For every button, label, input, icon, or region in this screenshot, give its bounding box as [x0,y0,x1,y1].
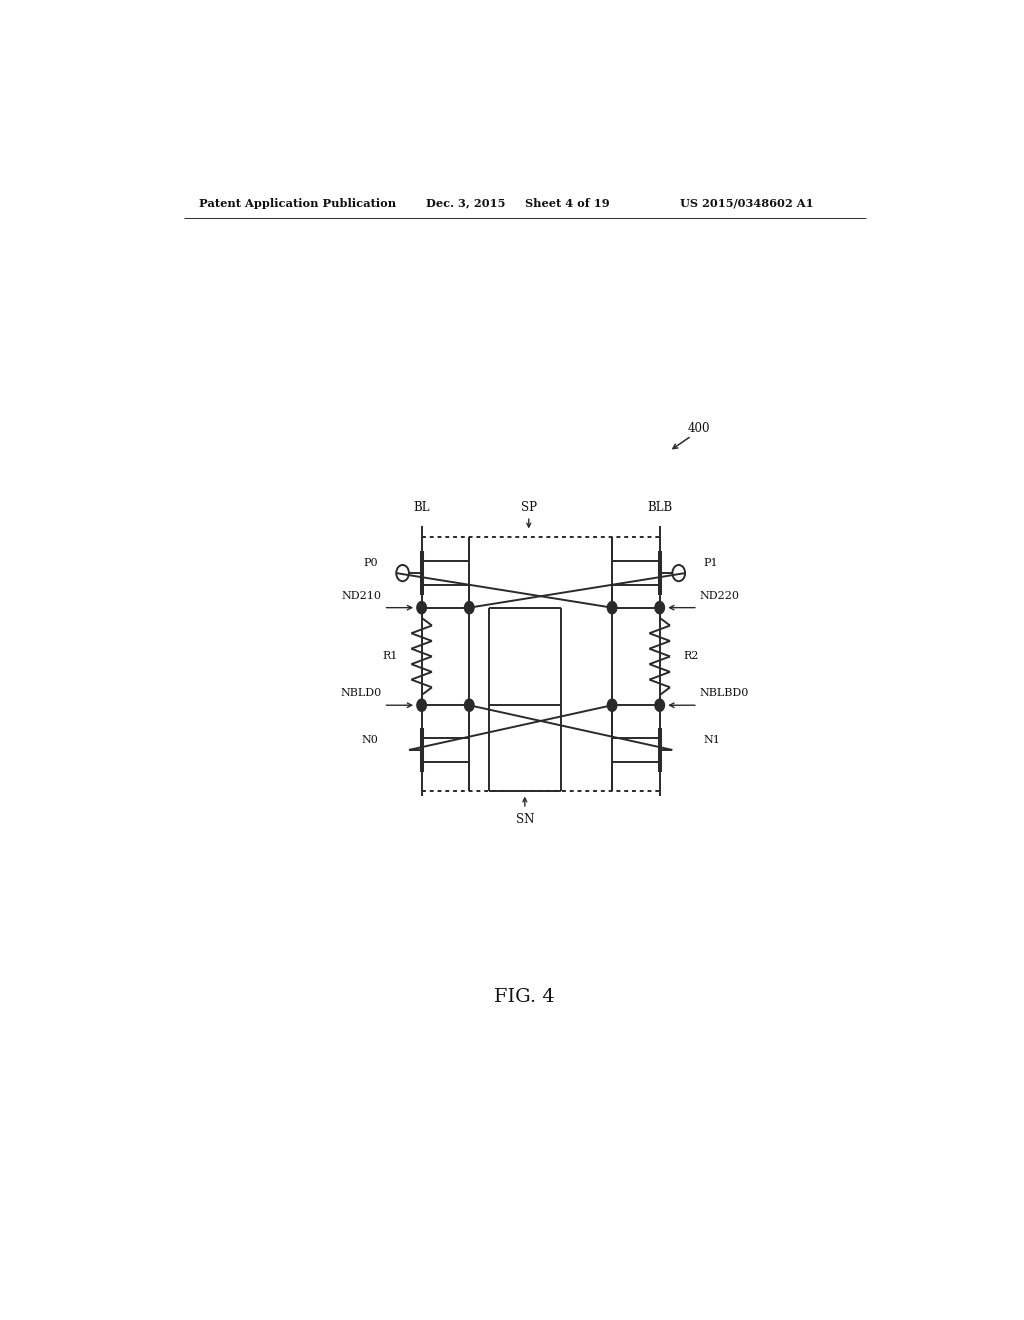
Circle shape [655,602,665,614]
Text: BLB: BLB [647,502,673,515]
Circle shape [417,700,426,711]
Text: NBLD0: NBLD0 [341,688,382,698]
Circle shape [607,602,616,614]
Circle shape [417,602,426,614]
Circle shape [465,700,474,711]
Text: N0: N0 [361,735,378,744]
Text: R1: R1 [382,652,397,661]
Text: SN: SN [516,813,534,826]
Text: US 2015/0348602 A1: US 2015/0348602 A1 [680,198,813,209]
Circle shape [607,700,616,711]
Text: ND210: ND210 [342,590,382,601]
Text: Dec. 3, 2015: Dec. 3, 2015 [426,198,505,209]
Text: 400: 400 [687,422,710,434]
Text: N1: N1 [703,735,720,744]
Text: P0: P0 [364,558,378,568]
Circle shape [655,700,665,711]
Text: P1: P1 [703,558,718,568]
Text: Sheet 4 of 19: Sheet 4 of 19 [524,198,609,209]
Circle shape [465,602,474,614]
Text: BL: BL [414,502,430,515]
Text: SP: SP [521,502,537,515]
Text: ND220: ND220 [699,590,739,601]
Text: FIG. 4: FIG. 4 [495,987,555,1006]
Text: Patent Application Publication: Patent Application Publication [200,198,396,209]
Text: NBLBD0: NBLBD0 [699,688,749,698]
Text: R2: R2 [684,652,699,661]
